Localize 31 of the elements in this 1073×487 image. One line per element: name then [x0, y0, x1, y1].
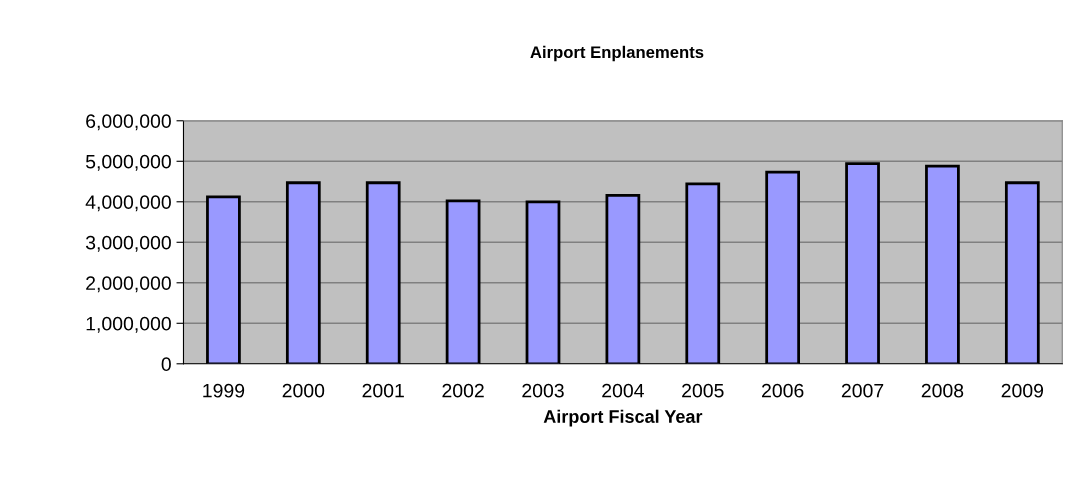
bar	[685, 182, 721, 364]
y-tick-label: 0	[161, 357, 171, 372]
x-tick-label: 2001	[362, 383, 404, 398]
bar	[365, 181, 401, 364]
y-tick-label: 1,000,000	[86, 316, 171, 333]
y-tick-label: 4,000,000	[85, 195, 171, 212]
y-tick-label: 2,000,000	[86, 276, 171, 293]
x-tick-label: 2007	[841, 383, 884, 398]
bar	[765, 170, 801, 364]
x-tick-label: 2000	[282, 383, 325, 398]
x-axis-title: Airport Fiscal Year	[543, 409, 703, 427]
x-tick-label: 2008	[921, 383, 964, 398]
chart-title: Airport Enplanements	[530, 45, 704, 62]
bar	[1004, 181, 1040, 364]
x-tick-label: 2005	[682, 383, 724, 398]
x-tick-label: 2009	[1001, 383, 1044, 398]
x-tick-label: 2004	[602, 383, 644, 398]
x-tick-label: 1999	[203, 383, 245, 398]
x-tick-label: 2006	[762, 383, 804, 398]
bar	[285, 181, 321, 364]
x-tick-label: 2002	[442, 383, 484, 398]
bar	[525, 200, 561, 364]
y-tick-label: 5,000,000	[85, 154, 171, 171]
y-tick-label: 3,000,000	[85, 235, 171, 252]
bar	[925, 164, 960, 364]
bar	[845, 162, 880, 364]
bar	[206, 195, 241, 364]
x-tick-label: 2003	[522, 383, 564, 398]
bar	[605, 193, 641, 364]
y-tick-label: 6,000,000	[86, 114, 171, 131]
bar	[445, 199, 481, 364]
